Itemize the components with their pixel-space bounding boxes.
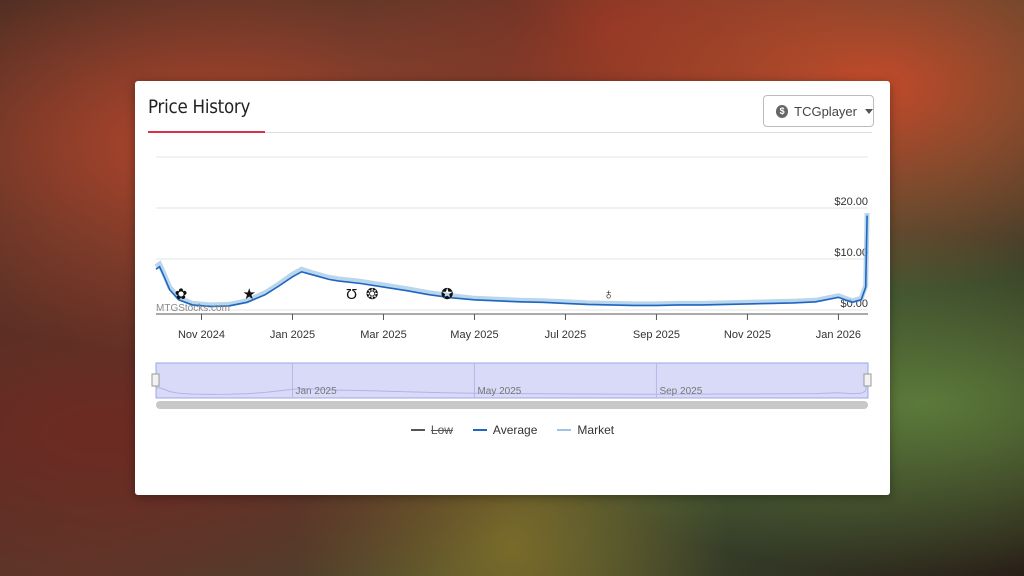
source-dropdown-button[interactable]: $ TCGplayer [763,95,874,127]
navigator-selection[interactable] [155,362,869,399]
legend-label-average: Average [492,423,538,437]
x-tick-label: Nov 2025 [724,329,771,341]
x-tick-label: Nov 2024 [178,329,225,341]
legend-item-average[interactable]: Average [472,423,538,437]
chart-watermark: MTGStocks.com [156,303,230,314]
x-tick-label: Jan 2026 [816,329,861,341]
navigator-label: Jan 2025 [295,386,337,397]
card-title: Price History [148,96,251,118]
legend-item-low[interactable]: Low [410,423,453,437]
x-tick-label: Jul 2025 [545,329,587,341]
legend-swatch-average [472,429,487,431]
legend-label-market: Market [577,423,615,437]
dollar-coin-icon: $ [776,104,789,118]
market-series-line [154,213,870,308]
navigator-label: May 2025 [477,386,521,397]
price-history-card: Price History $ TCGplayer $0.00 $10.00 $20… [135,81,890,495]
gear-set-icon[interactable]: ✪ [441,286,454,303]
butterfly-icon[interactable]: ✿ [175,286,188,303]
horseshoe-icon[interactable]: Ʊ [346,286,357,303]
x-tick-label: Sep 2025 [633,329,680,341]
average-series-line [155,215,868,308]
y-tick-label: $20.00 [834,196,868,208]
navigator-handle-left[interactable] [151,373,160,387]
legend-item-market[interactable]: Market [557,423,614,437]
star-icon[interactable]: ★ [243,286,256,303]
turtle-icon[interactable]: ❂ [366,286,379,303]
legend-swatch-market [557,429,572,431]
y-tick-label: $10.00 [834,247,868,259]
navigator-label: Sep 2025 [659,386,702,397]
chart-legend: Low Average Market [135,423,890,437]
navigator-handle-right[interactable] [863,373,872,387]
x-tick-label: Jan 2025 [270,329,315,341]
legend-label-low: Low [430,423,453,437]
legend-swatch-low [410,429,425,431]
x-tick-label: Mar 2025 [360,329,406,341]
caret-down-icon [865,108,873,114]
price-chart[interactable]: $0.00$10.00$20.00 ✿ ★ Ʊ ❂ ✪ ♁ MTGStocks.com N… [135,81,890,421]
source-dropdown-label: TCGplayer [794,103,857,119]
title-accent-bar [148,131,265,133]
navigator-scrollbar[interactable] [156,401,868,409]
title-divider [148,132,872,133]
x-tick-label: May 2025 [450,329,498,341]
planet-icon[interactable]: ♁ [603,286,614,303]
